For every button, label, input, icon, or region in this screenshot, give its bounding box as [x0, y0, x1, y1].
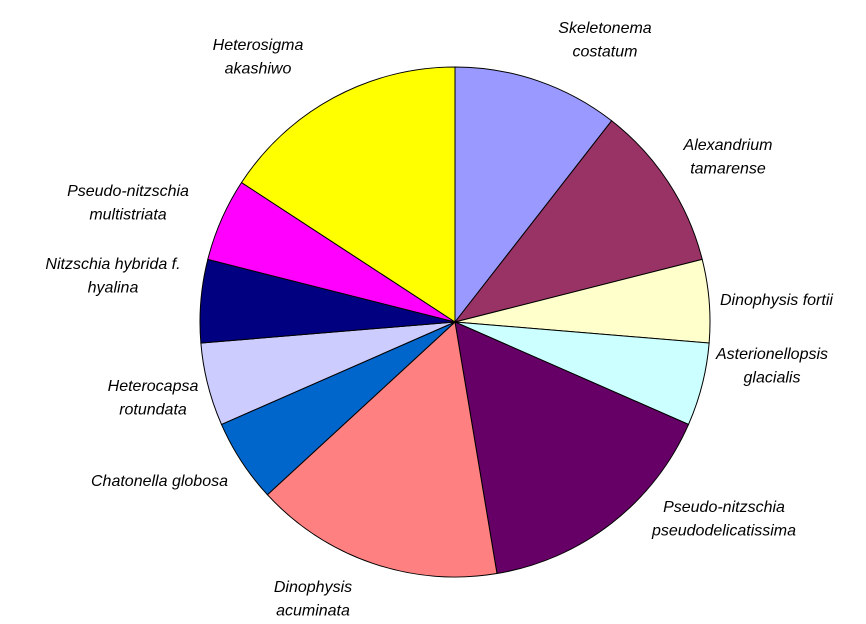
slice-label: Heterocapsa rotundata — [108, 378, 199, 419]
slice-label: Chatonella globosa — [91, 473, 228, 490]
pie-slice — [454, 66, 613, 324]
slice-label: Heterosigma akashiwo — [213, 37, 304, 78]
slice-label: Dinophysis fortii — [720, 292, 833, 309]
slice-label: Dinophysis acuminata — [274, 579, 352, 620]
slice-label: Skeletonema costatum — [558, 20, 651, 61]
slice-label: Pseudo-nitzschia multistriata — [67, 183, 189, 224]
pie-slice — [266, 321, 498, 578]
slice-label: Alexandrium tamarense — [683, 137, 773, 178]
pie-slice — [453, 120, 703, 323]
slice-label: Nitzschia hybrida f. hyalina — [45, 256, 180, 297]
slice-label: Pseudo-nitzschia pseudodelicatissima — [651, 499, 796, 540]
pie-slice — [240, 66, 456, 323]
pie-slice — [454, 321, 690, 575]
slice-label: Asterionellopsis glacialis — [715, 346, 828, 387]
